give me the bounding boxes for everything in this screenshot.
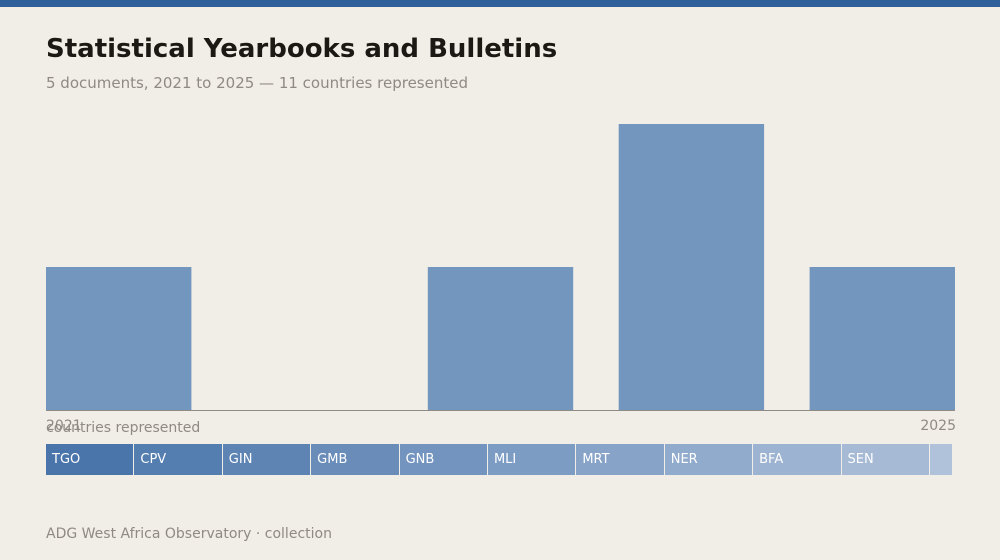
country-cell-tgo: TGO	[46, 444, 135, 475]
country-cell-sen: SEN	[841, 444, 930, 475]
country-cell-gnb: GNB	[399, 444, 488, 475]
country-cell-gmb: GMB	[311, 444, 400, 475]
page-subtitle: 5 documents, 2021 to 2025 — 11 countries…	[46, 74, 468, 92]
x-axis-end-label: 2025	[920, 418, 956, 434]
country-cell-mrt: MRT	[576, 444, 665, 475]
countries-strip-label: countries represented	[46, 420, 201, 436]
country-cell-gin: GIN	[222, 444, 312, 475]
country-cell-cpv: CPV	[134, 444, 223, 475]
countries-strip: TGO CPV GIN GMB GNB MLI MRT NER BFA SEN	[46, 444, 953, 475]
country-cell-bfa: BFA	[753, 444, 842, 475]
bar-2021	[46, 267, 192, 410]
country-cell-mli: MLI	[487, 444, 577, 475]
bar-2023	[427, 267, 574, 410]
top-accent-bar	[0, 0, 1000, 7]
footer-source: ADG West Africa Observatory · collection	[46, 526, 332, 542]
country-cell-ner: NER	[664, 444, 754, 475]
bar-chart	[46, 124, 955, 411]
bar-2025	[809, 267, 955, 410]
x-axis-start-label: 2021	[46, 418, 82, 434]
bar-2024	[618, 124, 765, 410]
page-title: Statistical Yearbooks and Bulletins	[46, 34, 558, 64]
country-cell-other	[929, 444, 953, 475]
